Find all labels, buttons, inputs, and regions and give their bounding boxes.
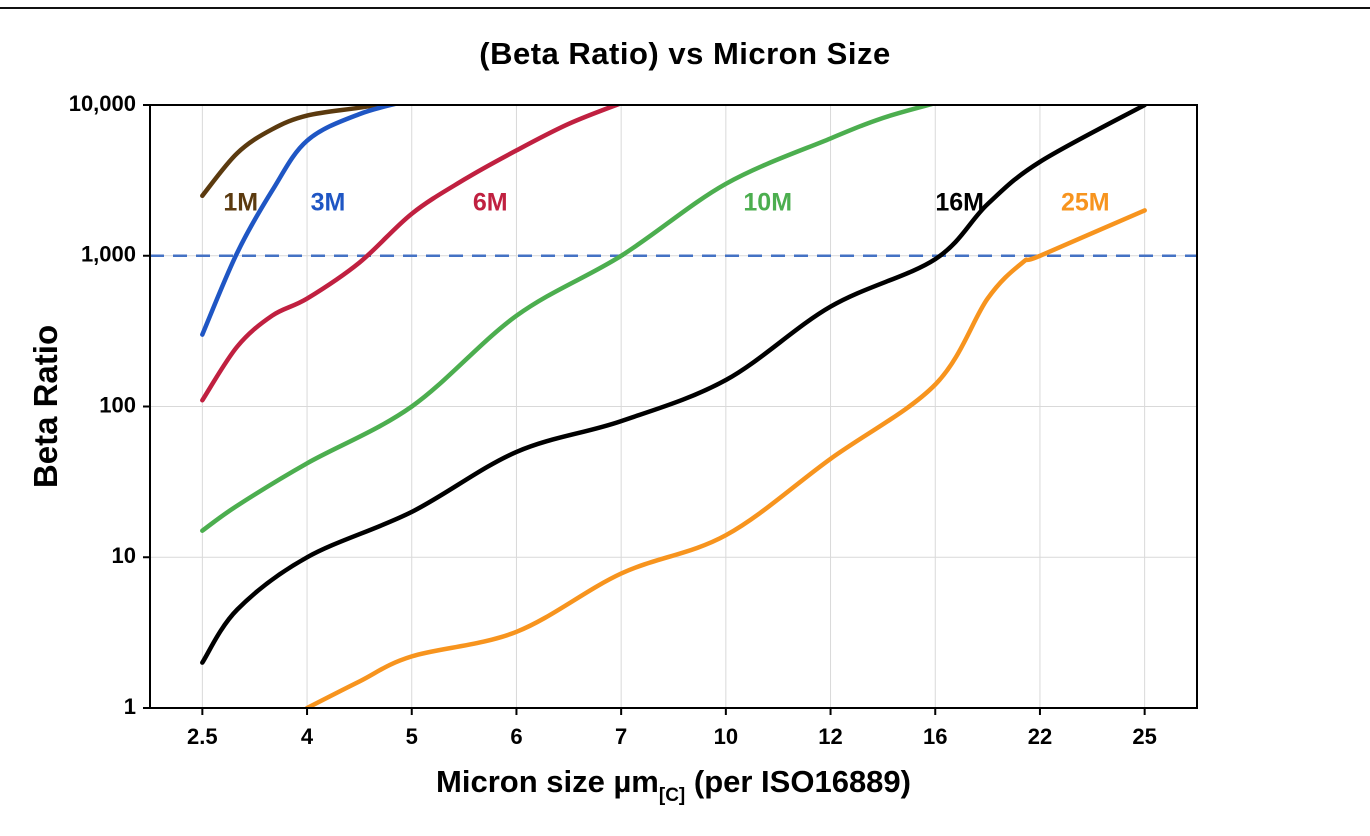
y-tick-label: 1 <box>124 694 136 719</box>
series-label-1M: 1M <box>223 189 258 217</box>
series-path-25M <box>304 208 1147 708</box>
series-path-10M <box>200 105 937 533</box>
x-tick-label: 25 <box>1132 724 1156 749</box>
x-tick-label: 4 <box>301 724 314 749</box>
series-path-6M <box>200 105 623 403</box>
y-tick-label: 10 <box>112 543 136 568</box>
series-label-10M: 10M <box>743 189 792 217</box>
series-path-1M <box>200 105 393 199</box>
x-tick-label: 12 <box>818 724 842 749</box>
series-group <box>200 105 1147 708</box>
x-tick-label: 16 <box>923 724 947 749</box>
x-tick-label: 22 <box>1028 724 1052 749</box>
series-label-6M: 6M <box>473 189 508 217</box>
series-label-25M: 25M <box>1061 189 1110 217</box>
series-label-16M: 16M <box>935 189 984 217</box>
x-tick-label: 6 <box>510 724 522 749</box>
x-tick-label: 7 <box>615 724 627 749</box>
y-tick-label: 1,000 <box>81 242 136 267</box>
y-tick-label: 10,000 <box>69 91 136 116</box>
y-tick-label: 100 <box>99 392 136 417</box>
gridlines <box>150 105 1197 708</box>
chart-title: (Beta Ratio) vs Micron Size <box>479 36 891 71</box>
x-axis-title: Micron size µm[C] (per ISO16889) <box>436 764 911 806</box>
top-border-line <box>0 7 1370 9</box>
y-axis-title: Beta Ratio <box>27 325 64 488</box>
x-tick-label: 5 <box>406 724 418 749</box>
x-tick-label: 10 <box>714 724 738 749</box>
series-label-3M: 3M <box>311 189 346 217</box>
x-tick-label: 2.5 <box>187 724 218 749</box>
series-path-3M <box>200 105 401 337</box>
series-path-16M <box>200 105 1147 665</box>
